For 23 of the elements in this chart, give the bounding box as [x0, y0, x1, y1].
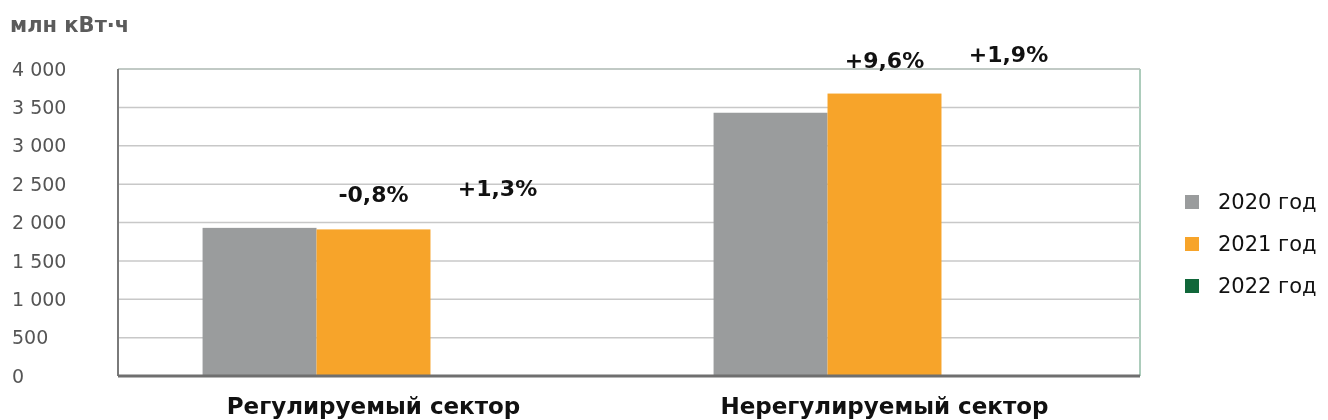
text: +1,9% [968, 41, 1049, 67]
annotation: +1,3% [457, 175, 538, 201]
y-tick-label: 0 [12, 364, 25, 387]
y-tick-label: 3 500 [12, 96, 67, 119]
y-tick-label: 4 000 [12, 57, 67, 80]
y-tick-label: 1 000 [12, 287, 67, 310]
y-tick-label: 3 000 [12, 134, 67, 157]
y-tick-label: 2 000 [12, 211, 67, 234]
legend-label: 2022 год [1218, 274, 1317, 299]
annotation: +9,6% [844, 47, 925, 73]
bar [316, 229, 431, 376]
annotation: -0,8% [338, 181, 409, 207]
legend-label: 2021 год [1218, 232, 1317, 257]
bar [827, 93, 942, 376]
bar [713, 112, 828, 376]
bar [202, 227, 317, 376]
y-tick-label: 1 500 [12, 249, 67, 272]
x-tick-label: Нерегулируемый сектор [720, 393, 1049, 419]
x-tick-label: Регулируемый сектор [226, 393, 521, 419]
y-tick-label: 2 500 [12, 172, 67, 195]
y-axis-title: млн кВт·ч [10, 13, 130, 37]
y-tick-label: 500 [12, 326, 49, 349]
legend-label: 2020 год [1218, 190, 1317, 215]
